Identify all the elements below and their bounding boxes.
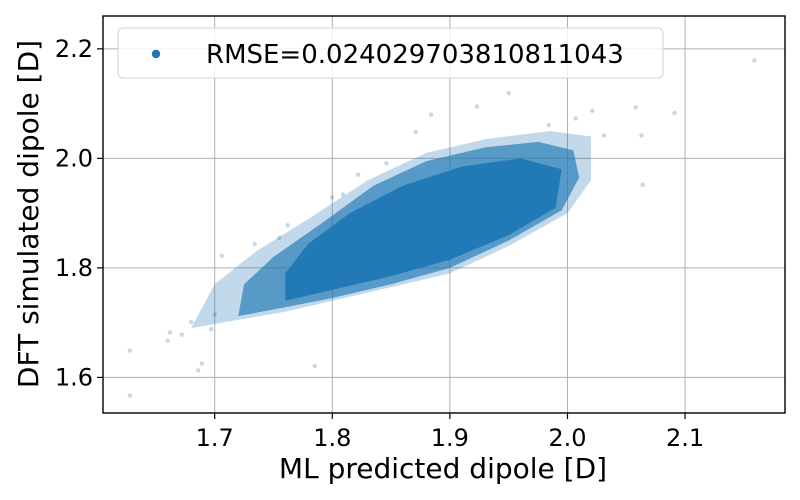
scatter-point <box>167 330 173 335</box>
scatter-point <box>312 363 317 369</box>
core-scatter-cloud <box>285 158 562 301</box>
axis-labels-layer: ML predicted dipole [D] DFT simulated di… <box>12 40 607 485</box>
y-tick-label: 1.8 <box>55 254 93 282</box>
legend-marker <box>151 49 161 59</box>
scatter-point <box>277 235 282 240</box>
legend-label: RMSE=0.024029703810811043 <box>206 40 624 70</box>
y-tick-label: 2.2 <box>55 35 93 63</box>
x-axis-title: ML predicted dipole [D] <box>279 452 607 485</box>
scatter-point <box>212 312 217 317</box>
y-axis-title: DFT simulated dipole [D] <box>12 40 45 388</box>
scatter-point <box>474 104 480 109</box>
scatter-point <box>199 361 204 366</box>
scatter-point <box>601 133 607 138</box>
legend-box <box>117 27 664 79</box>
scatter-point <box>209 327 214 332</box>
scatter-point <box>546 122 551 128</box>
scatter-point <box>633 105 638 110</box>
x-tick-label: 1.7 <box>196 424 234 452</box>
scatter-point <box>196 368 201 373</box>
scatter-point <box>285 223 290 228</box>
scatter-point <box>127 393 133 398</box>
scatter-point <box>506 91 511 96</box>
scatter-point <box>590 108 595 113</box>
scatter-point <box>752 58 757 63</box>
x-tick-label: 1.8 <box>313 424 351 452</box>
scatter-point <box>672 110 677 116</box>
scatter-points-layer <box>127 58 757 398</box>
scatter-point <box>219 253 224 258</box>
scatter-point <box>413 129 418 135</box>
scatter-point <box>330 195 335 200</box>
x-tick-label: 2.0 <box>548 424 586 452</box>
legend: RMSE=0.024029703810811043 <box>117 27 664 79</box>
plot-frame <box>102 15 786 414</box>
scatter-point <box>356 172 361 177</box>
scatter-point <box>384 161 389 166</box>
ticks-layer: 1.7 1.8 1.9 2.0 2.1 1.6 1.8 2.0 2.2 <box>55 35 704 452</box>
scatter-point <box>179 332 184 337</box>
x-tick-label: 1.9 <box>431 424 469 452</box>
x-tick-label: 2.1 <box>666 424 704 452</box>
scatter-point <box>189 319 194 325</box>
scatter-point <box>340 192 346 197</box>
y-tick-label: 1.6 <box>55 363 93 391</box>
scatter-point <box>639 133 644 138</box>
scatter-point <box>573 116 578 121</box>
y-tick-label: 2.0 <box>55 144 93 172</box>
scatter-point <box>127 348 133 353</box>
scatter-point <box>428 112 434 117</box>
scatter-point <box>640 182 645 187</box>
scatter-point <box>165 338 170 343</box>
scatter-point <box>252 241 257 246</box>
dense-cloud-layer <box>191 131 591 329</box>
axes-layer <box>102 15 786 414</box>
